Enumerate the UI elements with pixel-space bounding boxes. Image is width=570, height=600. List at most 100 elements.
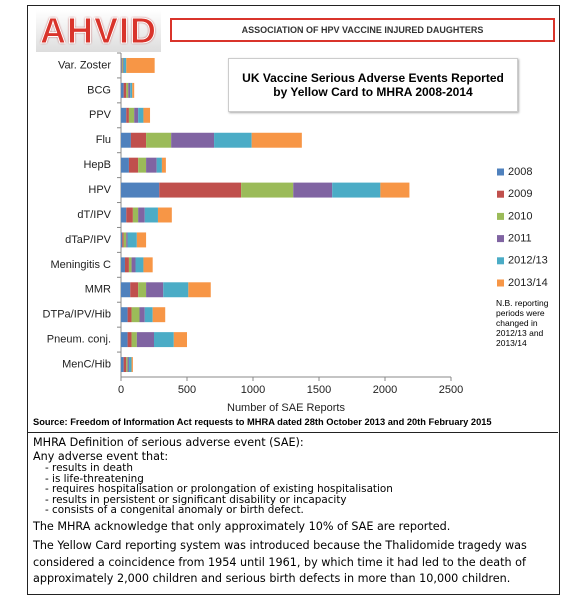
bar-segment bbox=[131, 307, 140, 323]
bar-segment bbox=[123, 82, 127, 98]
paragraph: The MHRA acknowledge that only approxima… bbox=[33, 519, 451, 533]
bar-segment bbox=[131, 257, 136, 273]
bar-segment bbox=[143, 257, 153, 273]
bar-segment bbox=[123, 57, 127, 73]
bar-segment bbox=[132, 207, 139, 223]
bar-segment bbox=[380, 182, 410, 198]
bar-segment bbox=[144, 207, 158, 223]
bar-segment bbox=[134, 107, 139, 123]
bar-segment bbox=[131, 332, 137, 348]
x-axis-label: Number of SAE Reports bbox=[227, 402, 345, 414]
bar-segment bbox=[121, 182, 160, 198]
bar-segment bbox=[136, 232, 147, 248]
bar-segment bbox=[127, 357, 129, 373]
bar-segment bbox=[121, 107, 127, 123]
bar-segment bbox=[126, 207, 133, 223]
bar-segment bbox=[121, 157, 129, 173]
chart: 0 500 1000 1500 2000 2500 Number of SAE Report… bbox=[43, 52, 548, 414]
x-tick-label: 1500 bbox=[307, 384, 331, 396]
bar-segment bbox=[121, 82, 124, 98]
bar-segment bbox=[126, 232, 128, 248]
bar-segment bbox=[136, 332, 154, 348]
legend-swatch bbox=[497, 235, 504, 243]
legend-label: 2011 bbox=[508, 233, 532, 245]
bar-segment bbox=[157, 207, 172, 223]
bar-segment bbox=[131, 357, 133, 373]
bar-segment bbox=[128, 107, 135, 123]
bar-segment bbox=[293, 182, 333, 198]
legend-swatch bbox=[497, 190, 504, 198]
bar-segment bbox=[214, 132, 252, 148]
bar-segment bbox=[144, 307, 153, 323]
chart-title: UK Vaccine Serious Adverse Events Report… bbox=[228, 58, 518, 112]
bar-segment bbox=[130, 132, 147, 148]
x-tick-label: 2000 bbox=[373, 384, 397, 396]
bar-segment bbox=[138, 107, 144, 123]
bar-segment bbox=[121, 232, 123, 248]
bar-segment bbox=[161, 157, 166, 173]
bar-segment bbox=[188, 282, 211, 298]
y-tick-label: HepB bbox=[83, 159, 111, 171]
y-tick-label: Pneum. conj. bbox=[47, 334, 111, 346]
bar-segment bbox=[121, 207, 127, 223]
bar-segment bbox=[121, 257, 125, 273]
bar-segment bbox=[124, 257, 129, 273]
bar-segment bbox=[122, 57, 123, 73]
legend-label: 2008 bbox=[508, 166, 532, 178]
bar-segment bbox=[123, 357, 127, 373]
bar-segment bbox=[138, 282, 147, 298]
x-tick-label: 0 bbox=[118, 384, 124, 396]
bar-segment bbox=[121, 57, 122, 73]
y-tick-label: HPV bbox=[88, 184, 111, 196]
bar-segment bbox=[122, 57, 124, 73]
bar-segment bbox=[332, 182, 381, 198]
bar-segment bbox=[163, 282, 189, 298]
x-tick-label: 2500 bbox=[439, 384, 463, 396]
bar-segment bbox=[146, 132, 172, 148]
bar-segment bbox=[132, 82, 135, 98]
bar-segment bbox=[138, 157, 147, 173]
bar-segment bbox=[241, 182, 294, 198]
bar-segment bbox=[159, 182, 242, 198]
bar-segment bbox=[121, 132, 131, 148]
bar-segment bbox=[130, 82, 133, 98]
bar-segment bbox=[121, 332, 128, 348]
y-tick-label: Flu bbox=[96, 134, 111, 146]
bar-segment bbox=[156, 157, 162, 173]
bar-segment bbox=[128, 357, 132, 373]
y-tick-label: PPV bbox=[89, 109, 112, 121]
bar-segment bbox=[121, 357, 124, 373]
bar-segment bbox=[126, 357, 128, 373]
definition-item: - results in persistent or significant d… bbox=[45, 493, 347, 506]
definition-heading: MHRA Definition of serious adverse event… bbox=[33, 436, 304, 449]
definition-item: - is life-threatening bbox=[45, 472, 144, 485]
legend-swatch bbox=[497, 212, 504, 220]
bar-segment bbox=[123, 232, 127, 248]
bar-segment bbox=[152, 307, 166, 323]
bar-segment bbox=[173, 332, 187, 348]
paragraph: The Yellow Card reporting system was int… bbox=[33, 539, 527, 585]
x-tick-label: 1000 bbox=[241, 384, 265, 396]
logo: AHVID bbox=[36, 10, 162, 52]
y-tick-label: MenC/Hib bbox=[62, 358, 111, 370]
bar-segment bbox=[127, 232, 137, 248]
bar-segment bbox=[121, 307, 128, 323]
bar-segment bbox=[128, 257, 132, 273]
bar-segment bbox=[127, 332, 132, 348]
definition-intro: Any adverse event that: bbox=[33, 449, 169, 463]
bar-segment bbox=[251, 132, 302, 148]
bar-segment bbox=[130, 282, 139, 298]
legend-swatch bbox=[497, 279, 504, 287]
bar-segment bbox=[146, 282, 164, 298]
y-tick-label: Meningitis C bbox=[50, 259, 111, 271]
y-tick-label: dT/IPV bbox=[77, 209, 111, 221]
bar-segment bbox=[128, 82, 131, 98]
legend-label: 2013/14 bbox=[508, 277, 548, 289]
bar-segment bbox=[138, 207, 145, 223]
bar-segment bbox=[146, 157, 157, 173]
legend-swatch bbox=[497, 168, 504, 176]
bar-segment bbox=[126, 82, 129, 98]
legend-swatch bbox=[497, 257, 504, 265]
bar-segment bbox=[126, 57, 155, 73]
